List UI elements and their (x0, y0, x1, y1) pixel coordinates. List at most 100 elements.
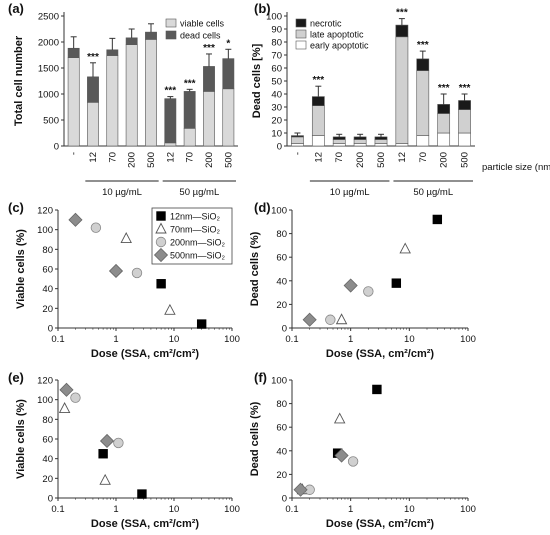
legend-label: viable cells (180, 19, 225, 29)
x-tick-label: 1 (348, 504, 353, 515)
y-tick-label: 0 (48, 494, 53, 505)
y-axis-title: Viable cells (%) (15, 399, 27, 479)
y-tick-label: 0 (282, 494, 287, 505)
y-axis-title: Dead cells (%) (249, 231, 261, 306)
y-tick-label: 500 (43, 116, 59, 127)
condition-label: 10 µg/mL (330, 187, 370, 198)
y-tick-label: 120 (37, 376, 53, 387)
bar-segment (353, 139, 367, 144)
y-tick-label: 80 (42, 245, 53, 256)
bar-segment (164, 142, 177, 147)
significance-label: *** (164, 86, 176, 97)
scatter-point (156, 279, 166, 289)
panel-letter: (d) (254, 200, 271, 215)
bar-segment (416, 135, 430, 147)
legend-marker (155, 236, 167, 248)
x-tick-label: 1 (113, 504, 118, 515)
x-tick-label: 10 (404, 504, 415, 515)
x-axis-title: Dose (SSA, cm²/cm²) (326, 518, 435, 530)
condition-label: 10 µg/mL (102, 187, 142, 198)
bar-segment (106, 49, 119, 56)
scatter-point (334, 448, 349, 463)
x-tick-label: 12 (397, 152, 408, 163)
bar-segment (291, 136, 304, 144)
bar-segment (311, 96, 325, 106)
x-axis-title: Dose (SSA, cm²/cm²) (326, 348, 435, 360)
scatter-point (372, 384, 382, 395)
legend-swatch (295, 29, 307, 39)
x-tick-label: 12 (165, 152, 176, 163)
bar-segment (183, 91, 196, 129)
y-axis-title: Viable cells (%) (15, 229, 27, 309)
legend-label: 70nm—SiO₂ (170, 225, 221, 235)
bar-segment (458, 132, 471, 147)
y-tick-label: 100 (271, 376, 287, 387)
bar-segment (87, 76, 99, 103)
bar-segment (395, 24, 409, 38)
scatter-point (90, 222, 102, 233)
significance-label: * (226, 38, 230, 49)
y-tick-label: 60 (276, 253, 287, 264)
scatter-point (302, 312, 317, 327)
scatter-point (343, 278, 358, 293)
bar-segment (437, 113, 451, 134)
x-tick-label: 200 (127, 152, 138, 168)
bar-segment (311, 105, 325, 136)
x-tick-label: 200 (355, 152, 366, 168)
bar-segment (67, 47, 80, 58)
y-tick-label: 60 (42, 265, 53, 276)
y-tick-label: 20 (42, 474, 53, 485)
y-tick-label: 100 (271, 206, 287, 217)
scatter-point (108, 263, 124, 279)
significance-label: *** (203, 43, 215, 54)
x-axis-title: Dose (SSA, cm²/cm²) (91, 348, 200, 360)
scatter-point (98, 449, 108, 459)
scatter-point (432, 214, 443, 225)
legend-swatch (295, 40, 307, 50)
scatter-point (70, 392, 81, 403)
scatter-point (120, 232, 132, 243)
bar-segment (374, 136, 388, 140)
y-tick-label: 20 (271, 116, 282, 127)
y-tick-label: 20 (42, 304, 53, 315)
bar-segment (203, 66, 215, 92)
x-tick-label: 10 (404, 334, 415, 345)
bar-segment (374, 139, 388, 144)
x-tick-label: 12 (313, 152, 324, 163)
bar-segment (222, 58, 235, 90)
y-tick-label: 60 (42, 435, 53, 446)
scatter-point (333, 412, 346, 424)
bar-segment (458, 100, 471, 110)
y-tick-label: 80 (276, 399, 287, 410)
legend-marker (155, 222, 167, 234)
y-tick-label: 50 (271, 77, 282, 88)
bar-segment (374, 143, 388, 147)
x-tick-label: 1 (348, 334, 353, 345)
bar-segment (183, 128, 196, 147)
bar-segment (125, 37, 138, 45)
bar-segment (145, 31, 157, 40)
y-tick-label: 60 (276, 423, 287, 434)
x-tick-label: 70 (185, 152, 196, 163)
x-tick-label: 0.1 (51, 334, 64, 345)
x-tick-label: 200 (204, 152, 215, 168)
x-tick-label: 10 (169, 504, 180, 515)
y-axis-title: Total cell number (13, 35, 25, 126)
x-tick-label: 70 (107, 152, 118, 163)
scatter-point (99, 473, 111, 485)
x-tick-label: 500 (460, 152, 471, 168)
y-tick-label: 20 (276, 470, 287, 481)
bar-segment (458, 109, 471, 134)
bar-segment (332, 143, 346, 147)
legend-label: necrotic (310, 19, 342, 29)
x-tick-label: - (69, 152, 80, 155)
bar-segment (353, 143, 367, 147)
y-tick-label: 2500 (38, 12, 59, 23)
scatter-point (196, 319, 207, 329)
bar-segment (311, 135, 325, 147)
y-tick-label: 80 (276, 229, 287, 240)
bar-segment (332, 139, 346, 144)
scatter-point (347, 456, 359, 467)
y-tick-label: 2000 (38, 38, 59, 49)
